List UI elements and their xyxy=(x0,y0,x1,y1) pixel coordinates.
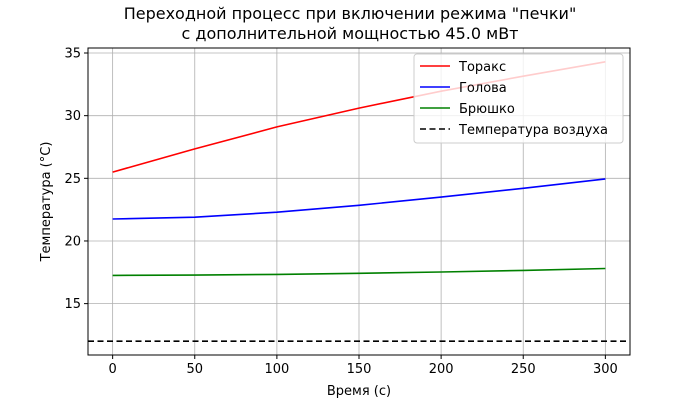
y-tick-label: 35 xyxy=(64,47,81,62)
y-tick-label: 15 xyxy=(64,297,81,312)
x-tick-label: 200 xyxy=(429,362,454,377)
legend: Торакс Голова Брюшко Температура воздуха xyxy=(413,53,624,144)
y-axis-label: Температура (°C) xyxy=(39,142,54,263)
x-tick-label: 250 xyxy=(511,362,536,377)
series-line-2 xyxy=(112,267,606,277)
legend-label: Голова xyxy=(459,81,507,96)
x-tick-label: 50 xyxy=(186,362,203,377)
y-tick-label: 30 xyxy=(64,109,81,124)
legend-label: Брюшко xyxy=(459,102,515,117)
x-tick-label: 100 xyxy=(264,362,289,377)
axes: 0 50 100 150 200 250 300 15 20 25 30 35 xyxy=(64,47,617,377)
grid xyxy=(88,48,630,355)
x-axis-label: Время (с) xyxy=(327,384,391,399)
legend-label: Температура воздуха xyxy=(458,123,608,138)
y-tick-label: 25 xyxy=(64,172,81,187)
chart-title: Переходной процесс при включении режима … xyxy=(123,4,577,23)
y-tick-label: 20 xyxy=(64,234,81,249)
x-tick-label: 300 xyxy=(593,362,618,377)
x-tick-label: 0 xyxy=(108,362,116,377)
x-tick-label: 150 xyxy=(347,362,372,377)
series-line-1 xyxy=(112,178,606,220)
chart-subtitle: с дополнительной мощностью 45.0 мВт xyxy=(181,24,519,43)
legend-label: Торакс xyxy=(458,60,506,75)
